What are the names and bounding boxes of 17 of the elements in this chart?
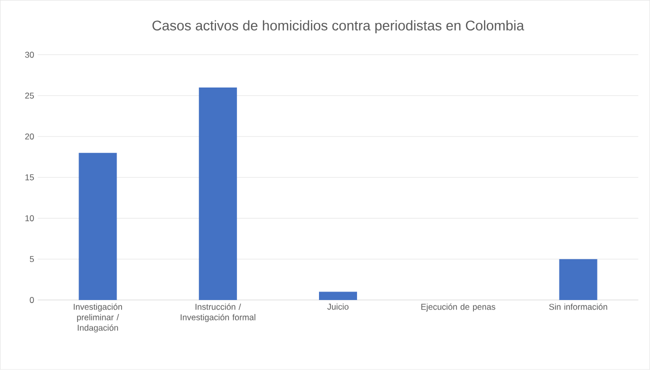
y-tick-label: 10 xyxy=(25,215,34,222)
y-tick-label: 15 xyxy=(25,174,34,180)
bar xyxy=(319,292,358,300)
x-tick-label: Ejecución de penas xyxy=(421,304,496,312)
y-tick-label: 25 xyxy=(25,92,34,99)
x-tick-label: Investigación preliminar / Indagación xyxy=(74,304,122,333)
bar xyxy=(198,88,237,300)
bar xyxy=(559,259,598,300)
y-tick-label: 0 xyxy=(30,297,34,304)
y-tick-label: 5 xyxy=(30,256,34,262)
y-tick-label: 30 xyxy=(25,52,34,58)
bar xyxy=(78,152,117,300)
y-tick-label: 20 xyxy=(25,134,34,140)
x-tick-label: Instrucción / Investigación formal xyxy=(180,304,256,322)
x-tick-label: Sin información xyxy=(549,304,608,310)
x-tick-label: Juicio xyxy=(327,304,348,310)
chart-title: Casos activos de homicidios contra periodistas en Colombia xyxy=(152,20,524,34)
